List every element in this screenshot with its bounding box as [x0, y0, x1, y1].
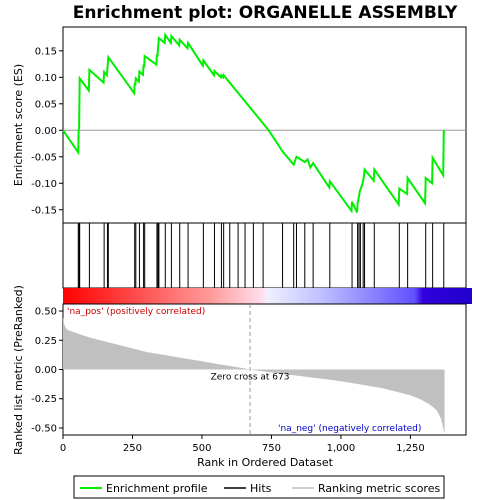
es-y-tick-label: -0.15 — [31, 205, 57, 216]
rank-color-bar — [63, 288, 472, 304]
positive-correlation-label: 'na_pos' (positively correlated) — [67, 307, 205, 317]
x-axis: 0 250 500 750 1,000 1,250 — [60, 435, 425, 454]
es-y-tick-label: 0.15 — [35, 46, 57, 57]
x-tick-label: 1,250 — [396, 443, 425, 454]
es-y-tick-label: 0.10 — [35, 73, 57, 84]
es-y-tick-label: 0.05 — [35, 99, 57, 110]
metric-y-axis-label: Ranked list metric (PreRanked) — [12, 285, 25, 455]
metric-y-tick-label: -0.50 — [31, 423, 57, 434]
hit-marks — [77, 223, 445, 288]
metric-y-axis: 0.50 0.25 0.00 -0.25 -0.50 — [31, 307, 63, 434]
x-tick-label: 250 — [123, 443, 142, 454]
x-tick-label: 1,000 — [327, 443, 356, 454]
chart-title: Enrichment plot: ORGANELLE ASSEMBLY — [73, 3, 458, 23]
legend-ranking-metric: Ranking metric scores — [318, 482, 440, 495]
hits-panel-frame — [62, 222, 467, 289]
legend-enrichment-profile: Enrichment profile — [106, 482, 208, 495]
metric-y-tick-label: 0.00 — [35, 365, 57, 376]
x-tick-label: 750 — [262, 443, 281, 454]
ranking-metric-area — [63, 316, 445, 434]
legend-box — [73, 475, 445, 499]
enrichment-profile-line — [62, 31, 445, 214]
metric-y-tick-label: 0.50 — [35, 307, 57, 318]
metric-y-tick-label: -0.25 — [31, 394, 57, 405]
metric-y-tick-label: 0.25 — [35, 336, 57, 347]
es-y-axis: 0.15 0.10 0.05 0.00 -0.05 -0.10 -0.15 — [31, 46, 63, 216]
zero-cross-label: Zero cross at 673 — [211, 373, 290, 383]
x-tick-label: 0 — [60, 443, 66, 454]
x-axis-label: Rank in Ordered Dataset — [197, 456, 334, 469]
es-y-tick-label: 0.00 — [35, 126, 57, 137]
es-y-tick-label: -0.10 — [31, 179, 57, 190]
es-y-tick-label: -0.05 — [31, 152, 57, 163]
negative-correlation-label: 'na_neg' (negatively correlated) — [278, 424, 421, 434]
es-y-axis-label: Enrichment score (ES) — [12, 64, 25, 186]
x-tick-label: 500 — [192, 443, 211, 454]
legend-hits: Hits — [250, 482, 272, 495]
